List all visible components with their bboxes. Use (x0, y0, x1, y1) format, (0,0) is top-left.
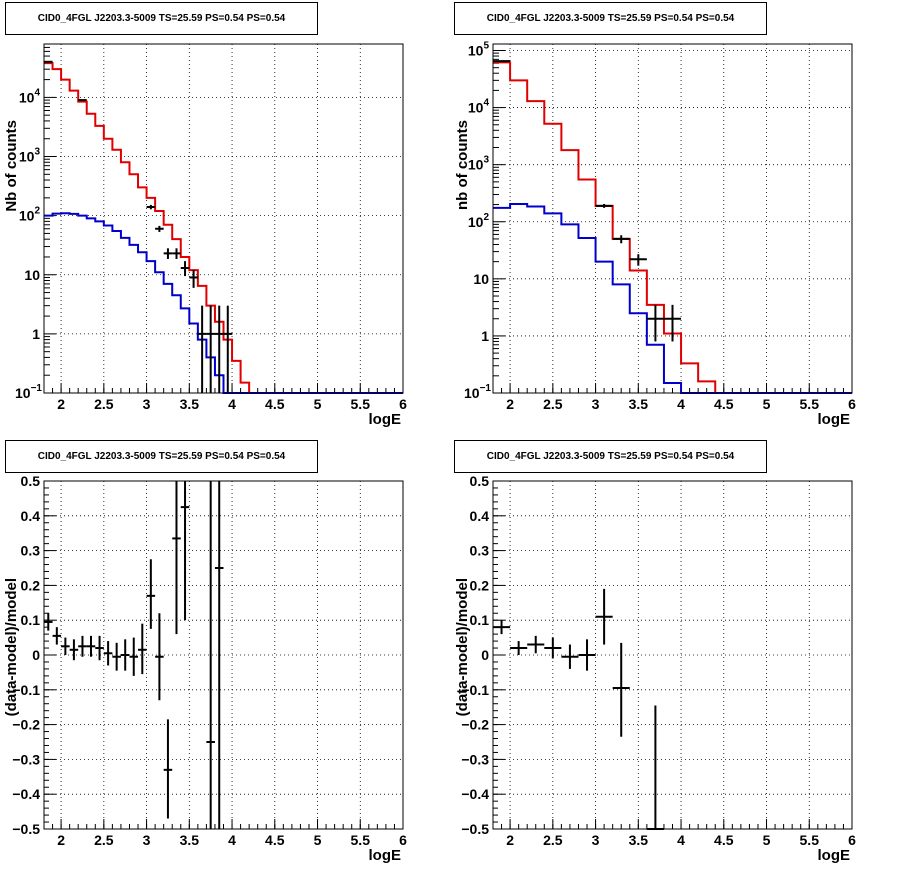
x-tick-label: 4.5 (265, 396, 285, 412)
y-tick-label: 104 (19, 87, 41, 105)
x-tick-label: 2 (57, 832, 65, 848)
residual-coarse-title: CID0_4FGL J2203.3-5009 TS=25.59 PS=0.54 … (454, 440, 767, 473)
x-tick-label: 5.5 (800, 396, 820, 412)
x-tick-label: 2.5 (543, 396, 563, 412)
x-axis-label: logE (369, 411, 402, 428)
y-tick-label: 0.2 (21, 577, 41, 593)
x-tick-label: 6 (848, 396, 856, 412)
y-tick-label: 1 (481, 328, 489, 344)
y-tick-label: 0 (32, 647, 40, 663)
model-total-histogram (493, 61, 852, 394)
y-tick-label: 102 (19, 206, 41, 224)
x-tick-label: 5 (314, 832, 322, 848)
y-tick-label: 0.4 (21, 508, 41, 524)
y-tick-label: −0.3 (461, 751, 489, 767)
x-tick-label: 4 (677, 396, 685, 412)
plot-frame (43, 480, 404, 830)
x-tick-label: 4 (677, 832, 685, 848)
spectrum-fine-title: CID0_4FGL J2203.3-5009 TS=25.59 PS=0.54 … (5, 2, 318, 35)
y-tick-label: 0.5 (21, 473, 41, 489)
y-tick-label: −0.2 (12, 717, 40, 733)
y-tick-label: −0.2 (461, 717, 489, 733)
plot-frame (43, 43, 404, 394)
x-tick-label: 3 (592, 396, 600, 412)
y-tick-label: 0.1 (21, 612, 41, 628)
y-tick-label: 104 (468, 98, 490, 116)
residual-fine-title: CID0_4FGL J2203.3-5009 TS=25.59 PS=0.54 … (5, 440, 318, 473)
model-background-histogram (44, 212, 403, 394)
plot-frame (492, 43, 853, 394)
x-tick-label: 4.5 (714, 832, 734, 848)
x-tick-label: 3.5 (629, 832, 649, 848)
x-tick-label: 4.5 (265, 832, 285, 848)
y-tick-label: −0.1 (461, 682, 489, 698)
y-axis-label: Nb of counts (3, 120, 20, 212)
y-tick-label: −0.5 (12, 821, 40, 837)
x-tick-label: 2 (506, 396, 514, 412)
y-tick-label: 10 (24, 267, 40, 283)
x-tick-label: 5 (763, 396, 771, 412)
y-tick-label: 105 (468, 41, 490, 59)
x-tick-label: 5 (763, 832, 771, 848)
y-tick-label: 0 (481, 647, 489, 663)
x-tick-label: 6 (399, 832, 407, 848)
y-tick-label: −0.1 (12, 682, 40, 698)
y-axis-label: nb of counts (454, 120, 471, 210)
spectrum-coarse-title: CID0_4FGL J2203.3-5009 TS=25.59 PS=0.54 … (454, 2, 767, 35)
y-tick-label: 10−1 (15, 383, 42, 401)
x-tick-label: 3 (592, 832, 600, 848)
y-tick-label: 0.1 (470, 612, 490, 628)
y-tick-label: 1 (32, 326, 40, 342)
x-tick-label: 3.5 (629, 396, 649, 412)
x-tick-label: 5.5 (800, 832, 820, 848)
x-tick-label: 2.5 (94, 396, 114, 412)
x-tick-label: 6 (848, 832, 856, 848)
x-tick-label: 3 (143, 832, 151, 848)
x-axis-label: logE (818, 411, 851, 428)
model-background-histogram (493, 202, 852, 394)
model-total-histogram (44, 62, 403, 394)
y-tick-label: 102 (468, 212, 490, 230)
x-tick-label: 2 (506, 832, 514, 848)
y-tick-label: −0.5 (461, 821, 489, 837)
y-tick-label: 0.3 (21, 543, 41, 559)
x-tick-label: 3 (143, 396, 151, 412)
x-tick-label: 2.5 (543, 832, 563, 848)
y-tick-label: 103 (468, 155, 490, 173)
y-tick-label: 10 (473, 271, 489, 287)
y-axis-label: (data-model)/model (3, 578, 20, 716)
y-tick-label: 0.2 (470, 577, 490, 593)
y-axis-label: (data-model)/model (454, 578, 471, 716)
x-tick-label: 2.5 (94, 832, 114, 848)
y-tick-label: 0.3 (470, 543, 490, 559)
x-tick-label: 2 (57, 396, 65, 412)
x-tick-label: 3.5 (180, 832, 200, 848)
x-tick-label: 6 (399, 396, 407, 412)
x-tick-label: 5 (314, 396, 322, 412)
x-tick-label: 4 (228, 396, 236, 412)
x-axis-label: logE (818, 847, 851, 864)
y-tick-label: −0.4 (461, 786, 489, 802)
y-tick-label: 0.4 (470, 508, 490, 524)
y-tick-label: 103 (19, 147, 41, 165)
y-tick-label: 10−1 (464, 383, 491, 401)
x-tick-label: 3.5 (180, 396, 200, 412)
x-axis-label: logE (369, 847, 402, 864)
y-tick-label: −0.4 (12, 786, 40, 802)
x-tick-label: 4.5 (714, 396, 734, 412)
x-tick-label: 4 (228, 832, 236, 848)
plot-frame (492, 480, 853, 830)
x-tick-label: 5.5 (351, 832, 371, 848)
y-tick-label: 0.5 (470, 473, 490, 489)
y-tick-label: −0.3 (12, 751, 40, 767)
x-tick-label: 5.5 (351, 396, 371, 412)
